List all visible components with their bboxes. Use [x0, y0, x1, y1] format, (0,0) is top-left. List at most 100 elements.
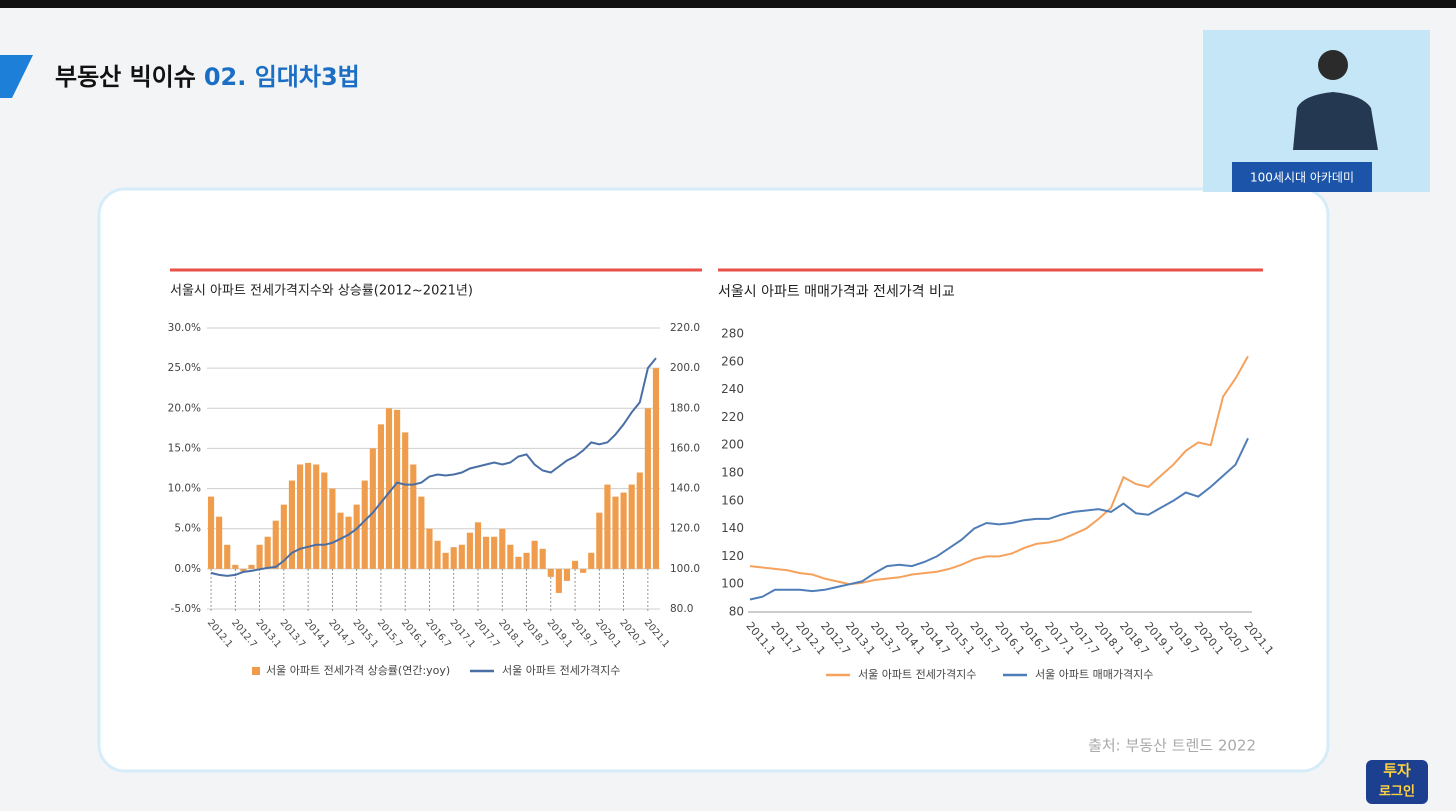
bar — [232, 564, 239, 569]
accent-triangle — [0, 55, 33, 98]
y-tick-label: 30.0% — [168, 322, 201, 334]
bar — [636, 472, 643, 569]
bar — [288, 480, 296, 569]
person-head — [1318, 50, 1348, 80]
y2-tick-label: 200.0 — [670, 362, 700, 374]
line-series — [210, 357, 657, 577]
line-series — [749, 437, 1249, 601]
bar — [474, 522, 482, 569]
video-caption: 100세시대 아카데미 — [1250, 171, 1354, 185]
y2-tick-label: 140.0 — [670, 483, 700, 495]
logo-line: 투자 — [1383, 762, 1411, 780]
bar — [612, 496, 619, 569]
bar — [207, 496, 215, 569]
bar — [410, 464, 417, 569]
y-tick-label: 200 — [721, 438, 744, 452]
bar — [385, 408, 393, 569]
bar — [491, 536, 498, 569]
y-tick-label: 220 — [721, 410, 744, 424]
y-tick-label: 25.0% — [168, 362, 201, 374]
bar — [507, 544, 514, 569]
bar — [248, 564, 255, 569]
bar — [394, 409, 401, 569]
chart-title: 서울시 아파트 매매가격과 전세가격 비교 — [718, 284, 955, 300]
bar — [353, 504, 360, 569]
top-bar — [0, 0, 1456, 8]
bar — [466, 532, 473, 569]
y2-tick-label: 120.0 — [670, 523, 700, 535]
bar — [555, 568, 562, 593]
bar — [272, 520, 279, 569]
y-tick-label: 120 — [721, 549, 744, 563]
y-tick-label: 280 — [721, 327, 744, 341]
bar — [377, 424, 384, 569]
bar — [458, 544, 465, 569]
bar — [531, 540, 538, 569]
logo: 투자 로그인 — [1366, 760, 1428, 804]
bar — [240, 568, 247, 572]
bar — [280, 504, 287, 569]
bar — [515, 556, 522, 569]
bar — [450, 547, 457, 569]
bar — [604, 484, 611, 569]
bar — [426, 528, 433, 569]
bar — [369, 448, 376, 569]
bar — [418, 496, 425, 569]
y-tick-label: 5.0% — [174, 523, 201, 535]
y-tick-label: 260 — [721, 354, 744, 368]
y-tick-label: 15.0% — [168, 442, 201, 454]
person-body — [1293, 92, 1378, 150]
bar — [434, 540, 441, 569]
bar — [305, 462, 312, 569]
y-tick-label: -5.0% — [171, 603, 201, 615]
video-overlay: 100세시대 아카데미 — [1203, 30, 1430, 192]
bar — [345, 516, 352, 569]
bar — [652, 368, 660, 569]
bar — [596, 512, 603, 569]
bar — [563, 568, 571, 581]
bar — [442, 552, 449, 569]
legend-label: 서울 아파트 전세가격지수 — [858, 668, 976, 681]
bar — [337, 512, 344, 569]
logo-bg — [1366, 760, 1428, 804]
y-tick-label: 0.0% — [174, 563, 201, 575]
y-tick-label: 180 — [721, 466, 744, 480]
y-tick-label: 80 — [729, 605, 744, 619]
bar — [256, 544, 263, 569]
bar — [547, 568, 554, 577]
card — [97, 187, 1330, 773]
bar — [296, 464, 304, 569]
y-tick-label: 240 — [721, 382, 744, 396]
y-tick-label: 100 — [721, 577, 744, 591]
y-tick-label: 140 — [721, 521, 744, 535]
bar — [321, 472, 328, 569]
y2-tick-label: 80.0 — [670, 603, 693, 615]
bar — [499, 528, 506, 569]
bar — [588, 552, 595, 569]
y-tick-label: 10.0% — [168, 483, 201, 495]
title-prefix: 부동산 빅이슈 — [55, 63, 196, 91]
title-highlight: 02. 임대차3법 — [204, 63, 360, 91]
bar — [644, 408, 651, 569]
legend-swatch — [252, 667, 260, 675]
y-tick-label: 20.0% — [168, 402, 201, 414]
y2-tick-label: 100.0 — [670, 563, 700, 575]
chart: 서울시 아파트 전세가격지수와 상승률(2012~2021년) -5.0% 0.0%… — [168, 268, 702, 677]
source-note: 출처: 부동산 트렌드 2022 — [1088, 737, 1256, 755]
bar — [580, 568, 587, 573]
bar — [313, 464, 320, 569]
bar — [329, 488, 336, 569]
legend-label: 서울 아파트 전세가격지수 — [502, 664, 620, 677]
bar — [216, 516, 223, 569]
chart-title: 서울시 아파트 전세가격지수와 상승률(2012~2021년) — [170, 284, 473, 299]
y2-tick-label: 160.0 — [670, 442, 700, 454]
podium — [1232, 162, 1372, 192]
bar — [264, 536, 271, 569]
bar — [224, 544, 231, 569]
bar — [628, 484, 635, 569]
bar — [620, 492, 627, 569]
bar — [539, 548, 546, 569]
logo-line: 로그인 — [1379, 784, 1415, 800]
